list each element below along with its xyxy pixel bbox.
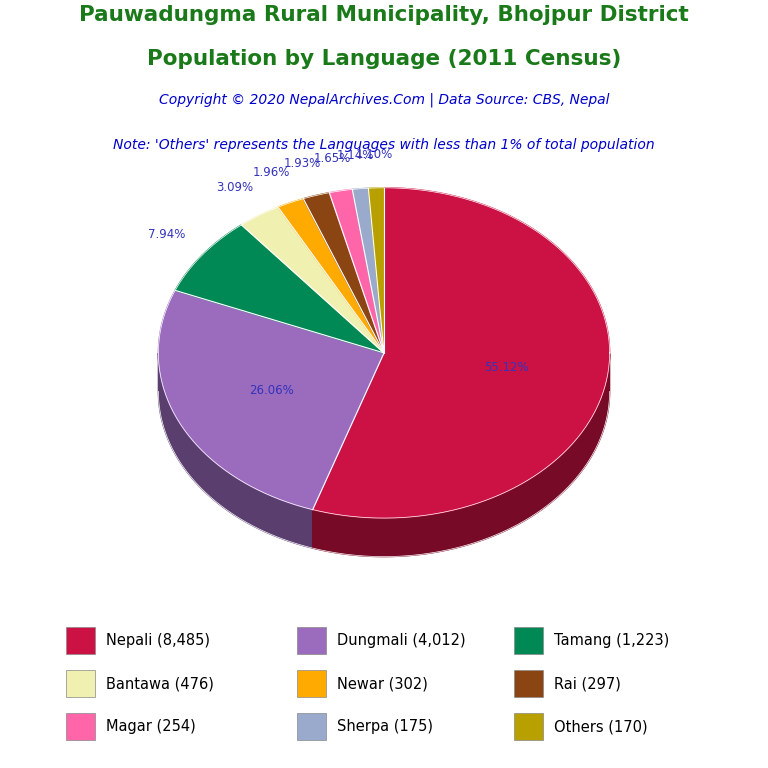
- Text: 1.96%: 1.96%: [253, 166, 290, 179]
- Text: Note: 'Others' represents the Languages with less than 1% of total population: Note: 'Others' represents the Languages …: [113, 138, 655, 152]
- Polygon shape: [369, 188, 384, 353]
- Text: Dungmali (4,012): Dungmali (4,012): [337, 633, 465, 648]
- Text: 3.09%: 3.09%: [216, 181, 253, 194]
- FancyBboxPatch shape: [66, 713, 95, 740]
- Polygon shape: [278, 199, 384, 353]
- Text: 1.65%: 1.65%: [313, 152, 351, 165]
- Text: Rai (297): Rai (297): [554, 676, 621, 691]
- FancyBboxPatch shape: [514, 713, 543, 740]
- FancyBboxPatch shape: [297, 670, 326, 697]
- Text: 1.10%: 1.10%: [356, 148, 393, 161]
- Text: Pauwadungma Rural Municipality, Bhojpur District: Pauwadungma Rural Municipality, Bhojpur …: [79, 5, 689, 25]
- Text: Newar (302): Newar (302): [337, 676, 428, 691]
- Text: Magar (254): Magar (254): [106, 719, 196, 734]
- Polygon shape: [242, 207, 384, 353]
- Text: Nepali (8,485): Nepali (8,485): [106, 633, 210, 648]
- Text: Bantawa (476): Bantawa (476): [106, 676, 214, 691]
- FancyBboxPatch shape: [297, 627, 326, 654]
- Polygon shape: [329, 190, 384, 353]
- Polygon shape: [313, 188, 610, 518]
- Polygon shape: [303, 193, 384, 353]
- Text: Sherpa (175): Sherpa (175): [337, 719, 433, 734]
- Text: 55.12%: 55.12%: [484, 361, 529, 374]
- Text: Copyright © 2020 NepalArchives.Com | Data Source: CBS, Nepal: Copyright © 2020 NepalArchives.Com | Dat…: [159, 92, 609, 107]
- Text: Tamang (1,223): Tamang (1,223): [554, 633, 669, 648]
- FancyBboxPatch shape: [66, 627, 95, 654]
- Text: 1.14%: 1.14%: [337, 149, 374, 162]
- FancyBboxPatch shape: [297, 713, 326, 740]
- Text: Population by Language (2011 Census): Population by Language (2011 Census): [147, 49, 621, 69]
- Polygon shape: [313, 353, 610, 557]
- FancyBboxPatch shape: [514, 627, 543, 654]
- Text: 26.06%: 26.06%: [249, 384, 293, 397]
- Text: 1.93%: 1.93%: [284, 157, 321, 170]
- Polygon shape: [175, 225, 384, 353]
- Polygon shape: [158, 290, 384, 510]
- Polygon shape: [353, 188, 384, 353]
- Text: 7.94%: 7.94%: [147, 228, 185, 241]
- FancyBboxPatch shape: [514, 670, 543, 697]
- Polygon shape: [158, 353, 313, 548]
- FancyBboxPatch shape: [66, 670, 95, 697]
- Text: Others (170): Others (170): [554, 719, 647, 734]
